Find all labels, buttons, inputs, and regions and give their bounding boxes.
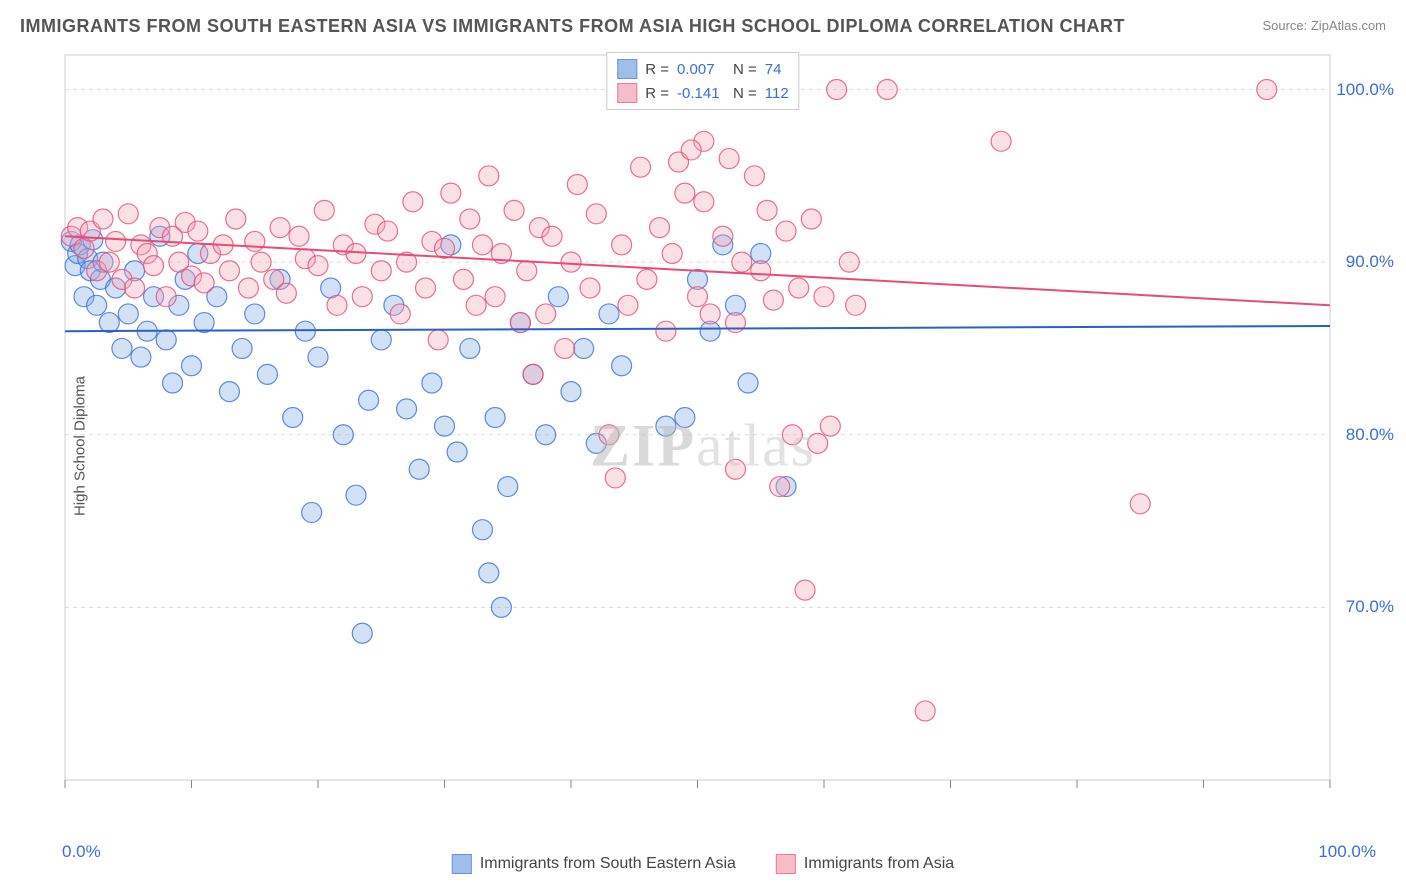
legend-bottom: Immigrants from South Eastern Asia Immig… bbox=[452, 854, 954, 874]
y-tick-label: 70.0% bbox=[1346, 597, 1394, 617]
legend-stats-box: R = 0.007 N = 74 R = -0.141 N = 112 bbox=[606, 52, 799, 110]
y-tick-label: 100.0% bbox=[1336, 80, 1394, 100]
x-axis-start-label: 0.0% bbox=[62, 842, 101, 862]
legend-swatch-series2-icon bbox=[776, 854, 796, 874]
scatter-svg bbox=[60, 50, 1390, 810]
r-value-series2: -0.141 bbox=[677, 85, 725, 102]
legend-stats-row-2: R = -0.141 N = 112 bbox=[617, 81, 788, 105]
n-label: N = bbox=[733, 61, 757, 78]
n-value-series1: 74 bbox=[765, 61, 782, 78]
x-axis-end-label: 100.0% bbox=[1318, 842, 1376, 862]
legend-swatch-series2 bbox=[617, 83, 637, 103]
plot-area bbox=[60, 50, 1390, 810]
r-value-series1: 0.007 bbox=[677, 61, 725, 78]
legend-item-series2: Immigrants from Asia bbox=[776, 854, 954, 874]
n-label: N = bbox=[733, 85, 757, 102]
legend-item-series1: Immigrants from South Eastern Asia bbox=[452, 854, 736, 874]
r-label: R = bbox=[645, 85, 669, 102]
legend-label-series2: Immigrants from Asia bbox=[804, 855, 954, 873]
legend-swatch-series1-icon bbox=[452, 854, 472, 874]
source-label: Source: ZipAtlas.com bbox=[1262, 18, 1386, 33]
y-tick-label: 90.0% bbox=[1346, 252, 1394, 272]
n-value-series2: 112 bbox=[765, 85, 789, 102]
legend-label-series1: Immigrants from South Eastern Asia bbox=[480, 855, 736, 873]
y-tick-label: 80.0% bbox=[1346, 425, 1394, 445]
r-label: R = bbox=[645, 61, 669, 78]
legend-stats-row-1: R = 0.007 N = 74 bbox=[617, 57, 788, 81]
legend-swatch-series1 bbox=[617, 59, 637, 79]
chart-title: IMMIGRANTS FROM SOUTH EASTERN ASIA VS IM… bbox=[20, 16, 1125, 37]
